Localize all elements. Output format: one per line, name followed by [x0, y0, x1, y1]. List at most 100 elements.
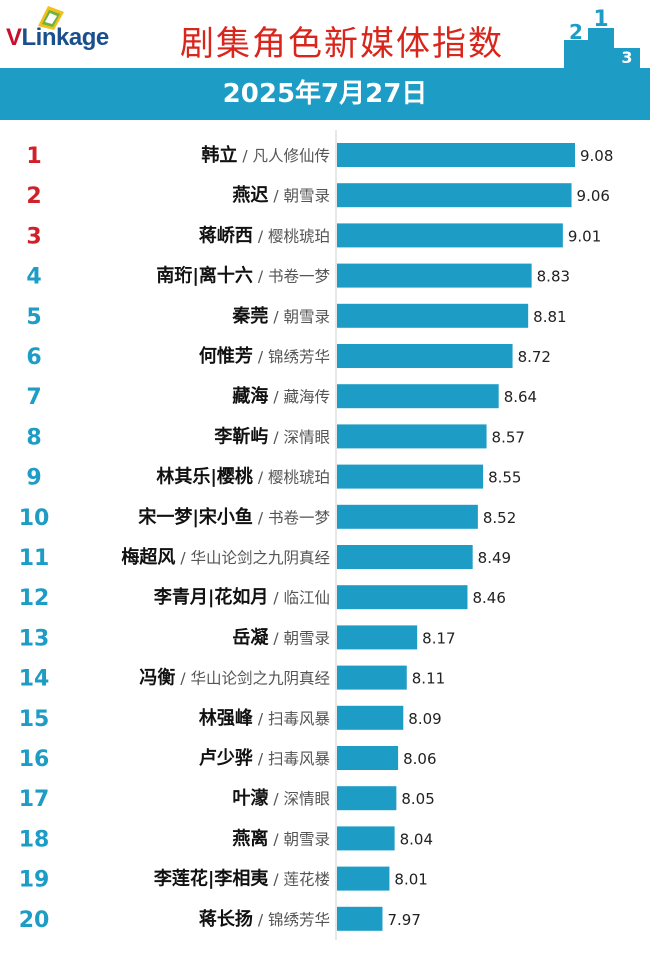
chart-row: 10 宋一梦|宋小鱼 / 书卷一梦 8.52 [19, 504, 516, 531]
label-separator: / [253, 348, 268, 366]
row-label: 卢少骅 / 扫毒风暴 [199, 747, 330, 769]
drama-title: 深情眼 [283, 428, 330, 446]
logo-icon [38, 6, 64, 30]
character-name: 李青月|花如月 [153, 586, 269, 608]
drama-title: 莲花楼 [283, 871, 330, 889]
rank-number: 11 [19, 546, 50, 571]
character-name: 梅超风 [121, 546, 175, 568]
chart-row: 11 梅超风 / 华山论剑之九阴真经 8.49 [19, 545, 511, 571]
podium-icon: 2 1 3 [564, 7, 640, 68]
row-label: 叶濛 / 深情眼 [232, 788, 330, 809]
chart-row: 2 燕迟 / 朝雪录 9.06 [26, 183, 610, 209]
character-name: 秦莞 [231, 305, 268, 327]
chart-row: 15 林强峰 / 扫毒风暴 8.09 [19, 705, 442, 732]
value-bar [337, 705, 404, 730]
value-bar [337, 263, 532, 288]
value-bar [337, 665, 407, 690]
character-name: 林强峰 [199, 707, 254, 729]
header: VLinkage 剧集角色新媒体指数 2 1 3 [0, 0, 650, 68]
label-separator: / [268, 830, 283, 848]
character-name: 宋一梦|宋小鱼 [138, 506, 253, 528]
character-name: 韩立 [201, 144, 237, 166]
rank-number: 20 [19, 908, 50, 933]
row-label: 李莲花|李相夷 / 莲花楼 [153, 868, 330, 890]
chart-row: 12 李青月|花如月 / 临江仙 8.46 [19, 585, 506, 611]
value-label: 8.52 [483, 509, 516, 527]
rank-number: 7 [26, 385, 41, 410]
rank-number: 1 [26, 144, 41, 169]
value-bar [337, 384, 499, 409]
ranking-chart: 1 韩立 / 凡人修仙传 9.082 燕迟 / 朝雪录 9.063 蒋峤西 / 樱桃琥珀 9… [19, 130, 613, 940]
character-name: 叶濛 [232, 788, 268, 809]
drama-title: 锦绣芳华 [268, 348, 330, 366]
podium-number-1: 1 [593, 7, 608, 32]
rank-number: 19 [19, 868, 50, 893]
label-separator: / [253, 750, 268, 768]
chart-row: 8 李靳屿 / 深情眼 8.57 [26, 424, 525, 450]
rank-number: 14 [19, 667, 50, 692]
row-label: 林其乐|樱桃 / 樱桃琥珀 [156, 466, 330, 488]
label-separator: / [175, 549, 190, 567]
podium-number-3: 3 [621, 48, 632, 67]
value-bar [337, 545, 473, 569]
drama-title: 华山论剑之九阴真经 [190, 670, 330, 688]
row-label: 韩立 / 凡人修仙传 [201, 144, 330, 166]
drama-title: 书卷一梦 [268, 268, 331, 286]
drama-title: 书卷一梦 [268, 509, 331, 527]
value-bar [337, 786, 397, 811]
label-separator: / [175, 670, 190, 688]
rank-number: 17 [19, 787, 50, 812]
label-separator: / [237, 147, 252, 165]
character-name: 岳凝 [232, 626, 269, 648]
drama-title: 锦绣芳华 [268, 911, 330, 929]
value-label: 8.17 [422, 629, 455, 647]
value-label: 8.05 [401, 790, 434, 808]
rank-number: 13 [19, 626, 50, 651]
value-bar [337, 464, 484, 489]
label-separator: / [268, 589, 283, 607]
chart-row: 16 卢少骅 / 扫毒风暴 8.06 [19, 746, 437, 772]
label-separator: / [253, 268, 268, 286]
value-bar [337, 183, 572, 208]
value-bar [337, 906, 383, 931]
rank-number: 15 [19, 707, 50, 732]
character-name: 林其乐|樱桃 [156, 466, 253, 488]
drama-title: 樱桃琥珀 [268, 469, 330, 487]
date-banner: 2025年7月27日 [0, 68, 650, 120]
rank-number: 16 [19, 747, 50, 772]
character-name: 燕迟 [232, 184, 268, 206]
drama-title: 凡人修仙传 [252, 147, 330, 165]
value-bar [337, 223, 563, 248]
rank-number: 6 [26, 345, 41, 370]
row-label: 燕离 / 朝雪录 [232, 827, 330, 849]
podium-number-2: 2 [569, 20, 583, 44]
value-label: 8.06 [403, 750, 436, 768]
character-name: 李靳屿 [213, 425, 268, 447]
label-separator: / [268, 871, 283, 889]
value-bar [337, 585, 468, 610]
label-separator: / [253, 710, 268, 728]
value-label: 8.49 [478, 549, 511, 567]
value-label: 8.81 [533, 308, 566, 326]
value-label: 7.97 [387, 911, 420, 929]
row-label: 何惟芳 / 锦绣芳华 [199, 345, 330, 367]
character-name: 燕离 [232, 827, 268, 849]
logo-v: V [6, 24, 22, 51]
page-title: 剧集角色新媒体指数 [180, 24, 504, 64]
row-label: 冯衡 / 华山论剑之九阴真经 [139, 667, 330, 689]
rank-number: 4 [26, 265, 41, 290]
drama-title: 樱桃琥珀 [268, 227, 330, 245]
drama-title: 藏海传 [283, 388, 330, 406]
rank-number: 10 [19, 506, 50, 531]
character-name: 何惟芳 [199, 345, 253, 367]
label-separator: / [268, 428, 283, 446]
value-label: 8.11 [412, 670, 445, 688]
value-label: 8.83 [537, 268, 570, 286]
chart-row: 9 林其乐|樱桃 / 樱桃琥珀 8.55 [26, 464, 521, 491]
character-name: 蒋峤西 [199, 225, 253, 246]
chart-row: 14 冯衡 / 华山论剑之九阴真经 8.11 [19, 665, 445, 692]
value-bar [337, 866, 390, 891]
chart-row: 20 蒋长扬 / 锦绣芳华 7.97 [19, 906, 421, 933]
value-label: 8.46 [472, 589, 505, 607]
row-label: 李青月|花如月 / 临江仙 [153, 586, 330, 608]
